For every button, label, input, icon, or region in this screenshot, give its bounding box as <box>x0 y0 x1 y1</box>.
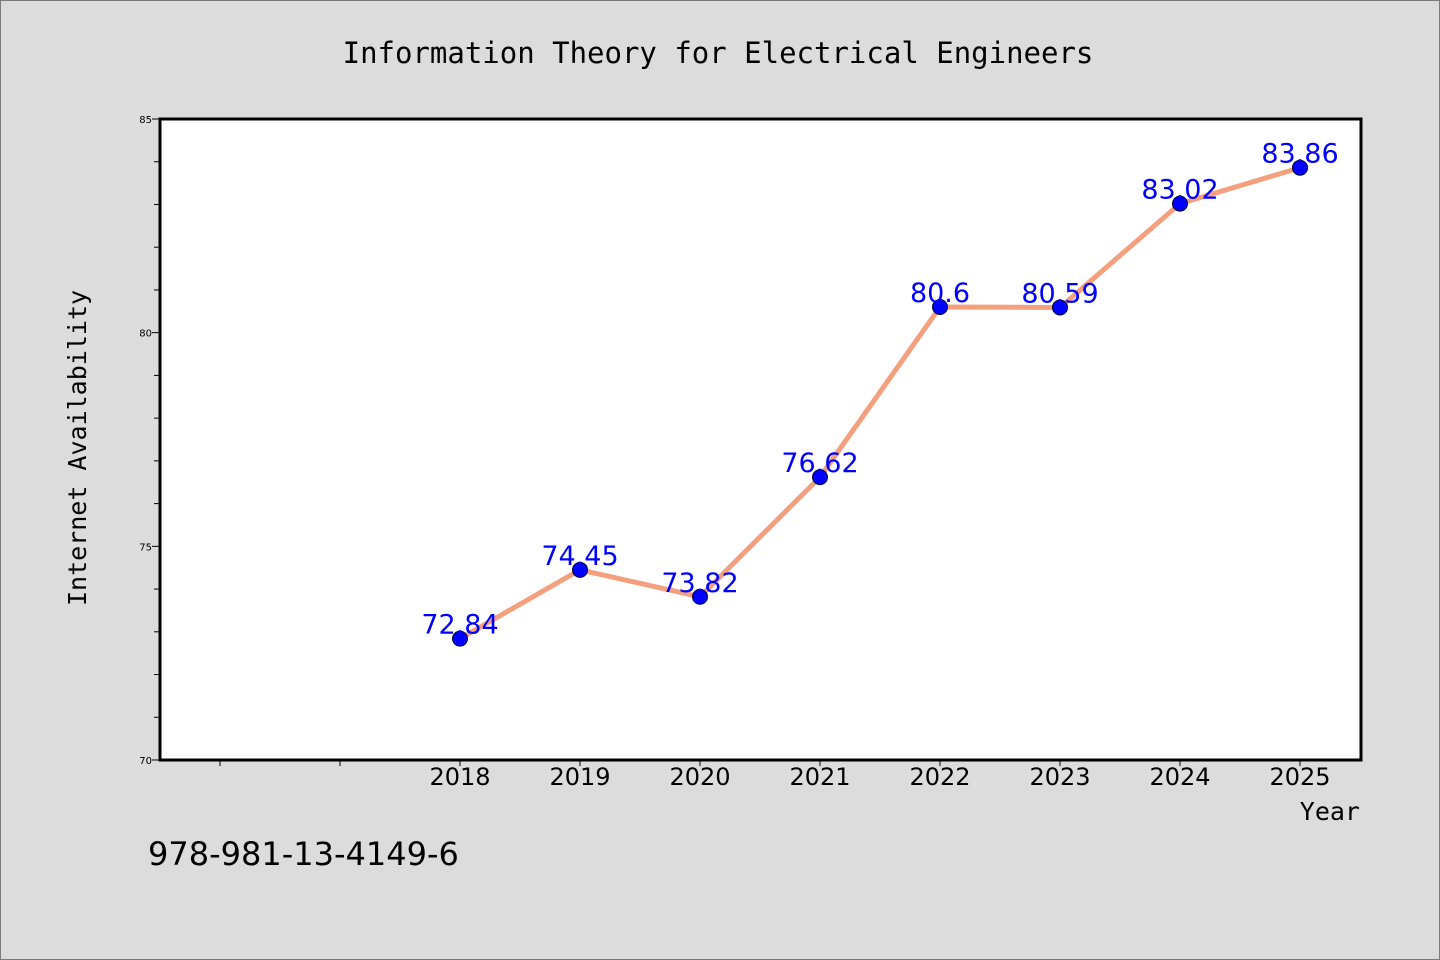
data-labels: 72.84 74.45 73.82 76.62 80.6 80.59 83.02 83.86 <box>421 139 1338 641</box>
data-label: 72.84 <box>421 610 498 641</box>
y-axis-ticks: 70 75 80 85 <box>139 115 160 767</box>
x-tick-label: 2019 <box>549 763 610 791</box>
chart-title: Information Theory for Electrical Engine… <box>343 36 1094 70</box>
x-axis-ticks: 2018 2019 2020 2021 2022 2023 2024 2025 <box>219 760 1331 791</box>
data-point <box>692 588 708 605</box>
isbn-text: 978-981-13-4149-6 <box>148 835 459 873</box>
data-point <box>452 630 468 647</box>
x-tick-label: 2023 <box>1029 763 1090 791</box>
y-tick-label: 85 <box>139 115 152 126</box>
y-tick-label: 70 <box>139 756 152 767</box>
data-point <box>1052 299 1068 316</box>
data-point <box>1172 195 1188 212</box>
x-axis-label: Year <box>1300 797 1360 826</box>
x-tick-label: 2021 <box>789 763 850 791</box>
data-label: 74.45 <box>541 541 618 572</box>
data-label: 80.6 <box>910 278 970 309</box>
x-tick-label: 2018 <box>429 763 490 791</box>
data-label: 73.82 <box>661 568 738 599</box>
y-tick-label: 75 <box>139 542 152 553</box>
x-tick-label: 2020 <box>669 763 730 791</box>
data-label: 80.59 <box>1021 278 1098 309</box>
data-label: 83.02 <box>1141 175 1218 206</box>
data-point <box>572 561 588 578</box>
data-point <box>812 469 828 486</box>
data-label: 76.62 <box>781 448 858 479</box>
data-points <box>452 159 1308 647</box>
y-tick-label: 80 <box>139 329 152 340</box>
series-line <box>457 165 1303 642</box>
x-tick-label: 2024 <box>1149 763 1210 791</box>
y-axis-label: Internet Availability <box>63 290 92 606</box>
data-point <box>1292 159 1308 176</box>
x-tick-label: 2022 <box>909 763 970 791</box>
plot-area <box>158 117 1363 762</box>
data-label: 83.86 <box>1261 139 1338 170</box>
data-point <box>932 299 948 316</box>
x-tick-label: 2025 <box>1269 763 1330 791</box>
